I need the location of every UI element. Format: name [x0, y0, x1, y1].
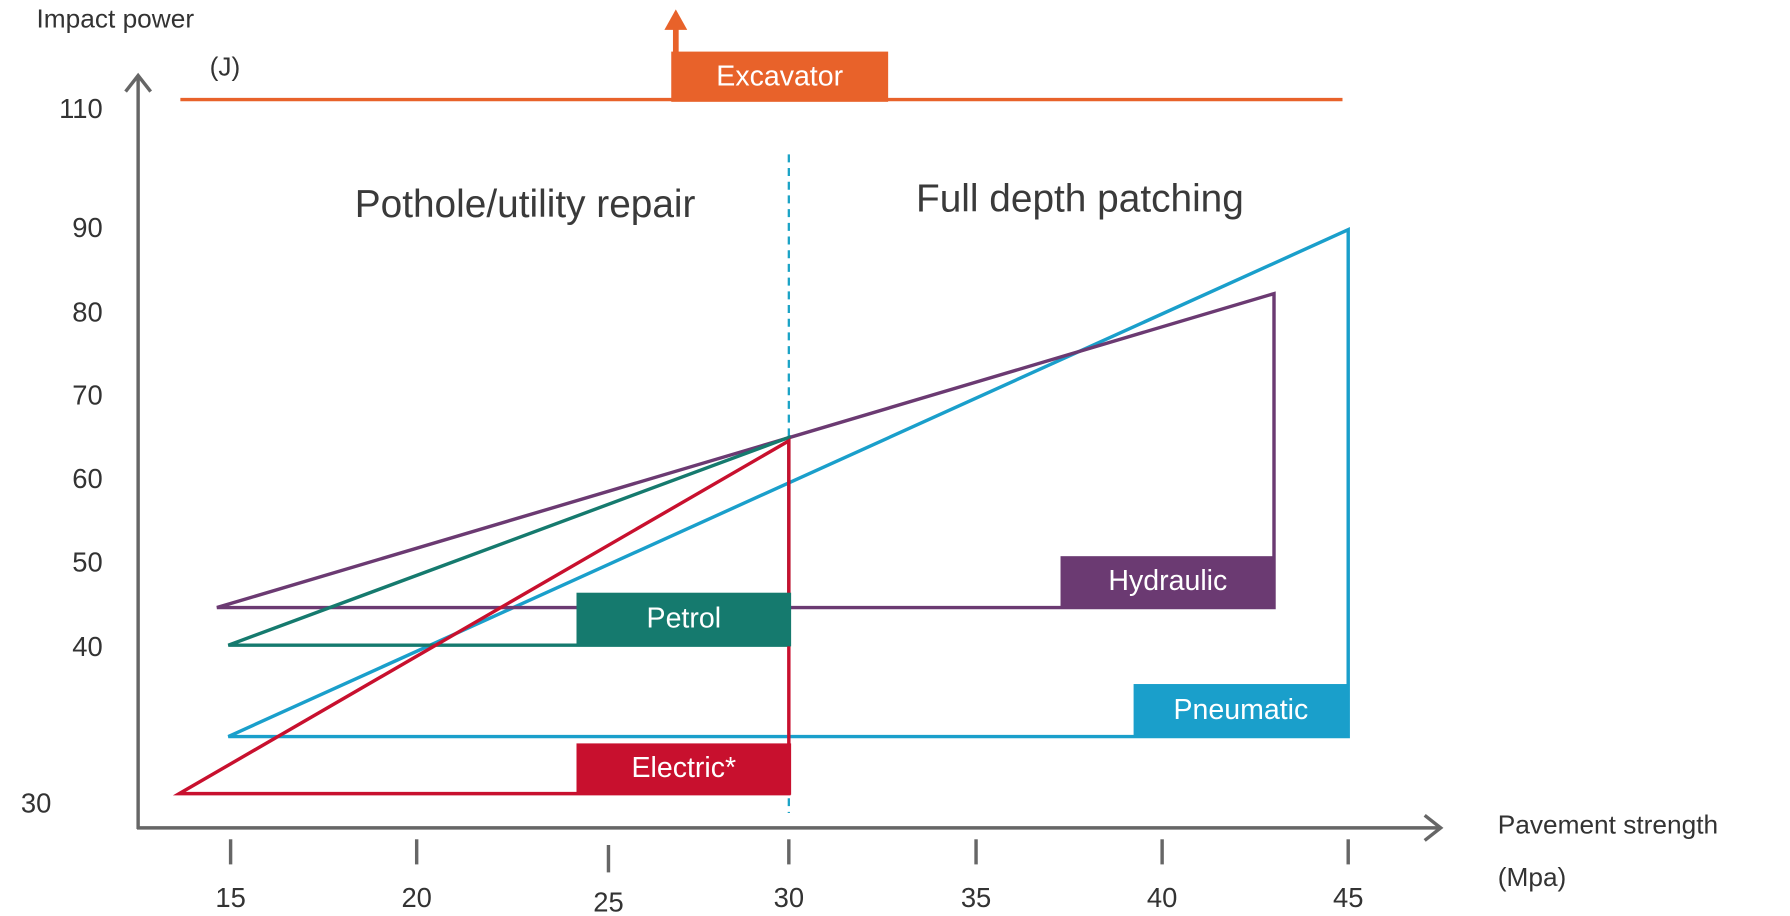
y-unit: (J) [210, 52, 241, 82]
y-tick-label: 40 [72, 631, 102, 662]
y-tick-label: 90 [72, 212, 102, 243]
hydraulic-box [1060, 556, 1276, 609]
x-unit: (Mpa) [1498, 862, 1567, 892]
y-tick-label: 30 [21, 787, 51, 818]
y-tick-label: 70 [72, 380, 102, 411]
pneumatic-box [1133, 684, 1350, 738]
x-tick-label: 35 [961, 882, 991, 913]
y-arrow [124, 72, 153, 93]
region-label: Full depth patching [916, 177, 1244, 220]
y-tick-label: 60 [72, 463, 102, 494]
x-tick-label: 30 [774, 882, 804, 913]
x-tick-label: 25 [593, 887, 623, 916]
y-label: Impact power [37, 4, 195, 34]
excavator-box [671, 51, 889, 102]
x-tick-label: 45 [1333, 882, 1363, 913]
y-tick-label: 110 [59, 93, 103, 124]
x-tick-label: 40 [1147, 882, 1177, 913]
y-tick-label: 80 [72, 296, 102, 327]
electric-box [576, 743, 792, 795]
y-tick-label: 50 [72, 546, 102, 577]
x-tick-label: 15 [215, 882, 245, 913]
excavator-arrowhead [664, 9, 688, 30]
axes [124, 72, 1444, 873]
x-tick-label: 20 [401, 882, 431, 913]
x-label: Pavement strength [1498, 810, 1718, 840]
hydraulic-label: Hydraulic [1108, 565, 1227, 597]
excavator-label: Excavator [716, 60, 843, 92]
region-label: Pothole/utility repair [355, 183, 696, 226]
electric-label: Electric* [632, 752, 737, 784]
petrol-box [576, 592, 792, 647]
pneumatic-label: Pneumatic [1174, 694, 1309, 726]
x-arrow [1423, 813, 1444, 842]
petrol-label: Petrol [647, 603, 722, 635]
